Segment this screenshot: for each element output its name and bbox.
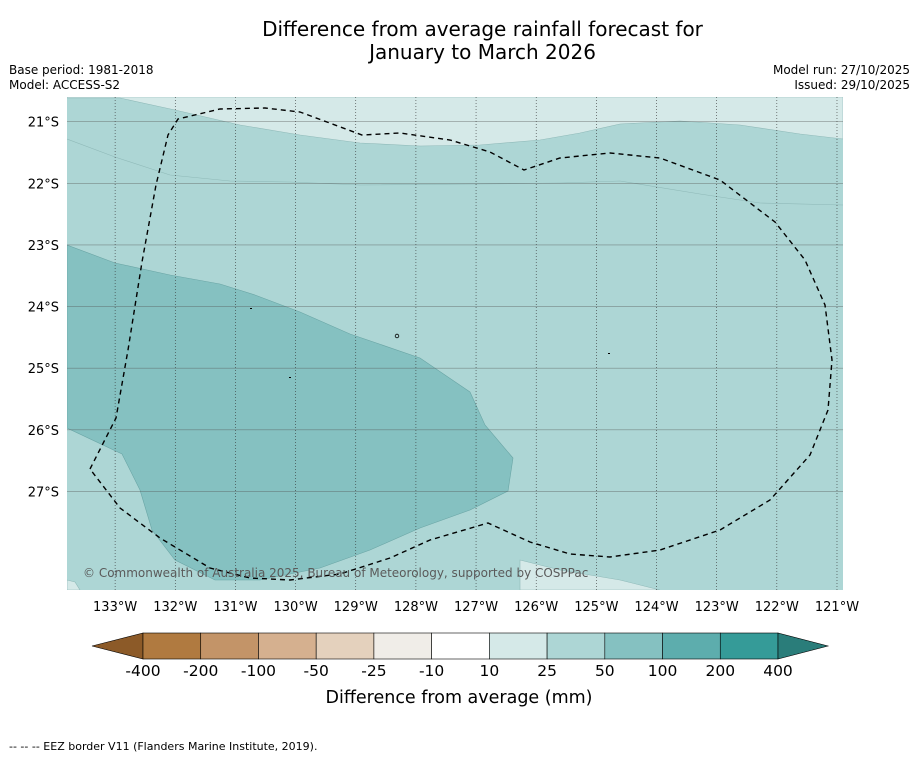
issued-date: Issued: 29/10/2025 bbox=[794, 78, 910, 92]
x-tick-label: 126°W bbox=[514, 600, 558, 615]
region-10-25-south bbox=[519, 559, 661, 590]
map-layers bbox=[67, 97, 843, 590]
island-marks bbox=[250, 308, 610, 378]
region-10-25-sw bbox=[67, 579, 81, 590]
colorbar-tick-label: -100 bbox=[241, 662, 276, 680]
colorbar-tick-label: 100 bbox=[648, 662, 678, 680]
meta-right: Model run: 27/10/2025 Issued: 29/10/2025 bbox=[773, 63, 910, 93]
colorbar-segment bbox=[719, 632, 779, 660]
y-tick-label: 21°S bbox=[28, 116, 59, 131]
x-tick-label: 129°W bbox=[334, 600, 378, 615]
colorbar-tick-label: -200 bbox=[183, 662, 218, 680]
colorbar-segment bbox=[142, 632, 202, 660]
colorbar-tick-label: 400 bbox=[763, 662, 793, 680]
colorbar-segment bbox=[200, 632, 259, 660]
x-tick-label: 121°W bbox=[815, 600, 859, 615]
x-tick-label: 131°W bbox=[213, 600, 257, 615]
contour-line-north bbox=[67, 138, 843, 206]
colorbar-segment bbox=[604, 632, 663, 660]
x-tick-labels: 133°W 132°W 131°W 130°W 129°W 128°W 127°W 126°W… bbox=[93, 600, 859, 615]
colorbar-tick-label: 25 bbox=[537, 662, 557, 680]
colorbar-label: Difference from average (mm) bbox=[325, 688, 592, 708]
x-tick-label: 122°W bbox=[755, 600, 799, 615]
y-tick-label: 24°S bbox=[28, 301, 59, 316]
colorbar-extend-high bbox=[777, 632, 830, 660]
colorbar-tick-label: -50 bbox=[304, 662, 329, 680]
colorbar-segment bbox=[258, 632, 317, 660]
colorbar-extend-low bbox=[91, 632, 144, 660]
colorbar-segment bbox=[373, 632, 432, 660]
colorbar-tick-label: 50 bbox=[595, 662, 615, 680]
x-tick-label: 128°W bbox=[394, 600, 438, 615]
region-50-100 bbox=[67, 244, 514, 581]
x-tick-label: 125°W bbox=[574, 600, 618, 615]
colorbar-tick-label: -25 bbox=[361, 662, 386, 680]
y-tick-label: 22°S bbox=[28, 177, 59, 192]
y-tick-label: 26°S bbox=[28, 424, 59, 439]
colorbar-segment bbox=[431, 632, 490, 660]
x-tick-label: 130°W bbox=[274, 600, 318, 615]
colorbar-segment bbox=[315, 632, 375, 660]
y-tick-label: 23°S bbox=[28, 239, 59, 254]
y-tick-label: 27°S bbox=[28, 485, 59, 500]
colorbar-tick-label: -10 bbox=[419, 662, 444, 680]
page-title: Difference from average rainfall forecas… bbox=[0, 18, 919, 64]
rainfall-map: © Commonwealth of Australia 2025, Bureau… bbox=[28, 97, 859, 708]
island-mark bbox=[250, 308, 252, 309]
title-line-1: Difference from average rainfall forecas… bbox=[262, 17, 703, 41]
x-tick-label: 123°W bbox=[695, 600, 739, 615]
model-run: Model run: 27/10/2025 bbox=[772, 63, 910, 77]
x-tick-label: 124°W bbox=[634, 600, 678, 615]
eez-legend-note: -- -- -- EEZ border V11 (Flanders Marine… bbox=[9, 740, 318, 753]
x-tick-label: 133°W bbox=[93, 600, 137, 615]
model-name: Model: ACCESS-S2 bbox=[9, 78, 121, 92]
island-mark bbox=[289, 377, 291, 378]
colorbar-segment bbox=[662, 632, 721, 660]
colorbar-tick-label: -400 bbox=[125, 662, 160, 680]
colorbar-tick-label: 10 bbox=[479, 662, 499, 680]
y-tick-label: 25°S bbox=[28, 362, 59, 377]
x-tick-label: 132°W bbox=[153, 600, 197, 615]
grid-lines bbox=[67, 97, 843, 590]
title-line-2: January to March 2026 bbox=[369, 40, 596, 64]
colorbar-tick-label: 200 bbox=[705, 662, 735, 680]
colorbar-segment bbox=[489, 632, 548, 660]
island-mark bbox=[608, 353, 610, 354]
y-tick-labels: 21°S 22°S 23°S 24°S 25°S 26°S 27°S bbox=[28, 116, 59, 501]
base-period: Base period: 1981-2018 bbox=[9, 63, 154, 77]
colorbar-tick-labels: -400 -200 -100 -50 -25 -10 10 25 50 100 200 400 bbox=[125, 662, 792, 680]
x-tick-label: 127°W bbox=[454, 600, 498, 615]
colorbar-segment bbox=[546, 632, 606, 660]
island-mark bbox=[394, 333, 400, 339]
copyright-note: © Commonwealth of Australia 2025, Bureau… bbox=[83, 566, 588, 580]
colorbar bbox=[91, 632, 830, 660]
meta-left: Base period: 1981-2018 Model: ACCESS-S2 bbox=[9, 63, 154, 93]
